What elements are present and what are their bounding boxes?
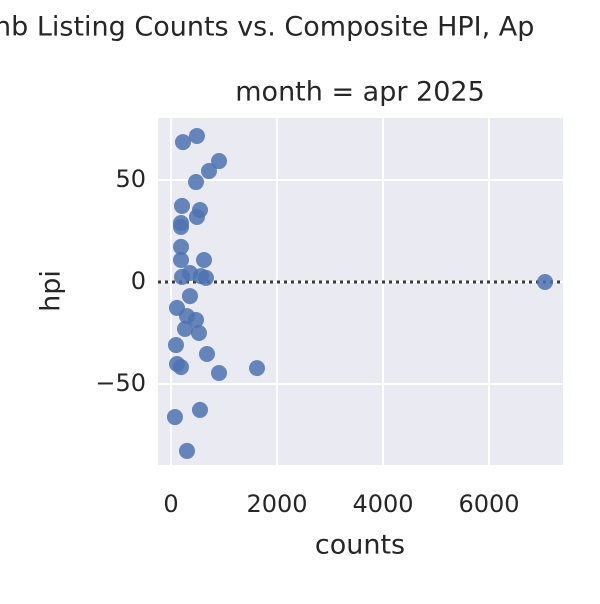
point	[198, 346, 215, 363]
point	[176, 320, 193, 337]
point	[181, 288, 198, 305]
point	[196, 251, 213, 268]
x-tick-label: 0	[163, 490, 178, 518]
x-axis-label: counts	[315, 530, 405, 561]
point	[173, 359, 190, 376]
y-tick-label: −50	[95, 369, 146, 397]
x-tick-label: 2000	[246, 490, 307, 518]
y-tick-label: 0	[131, 267, 146, 295]
chart-title: nb Listing Counts vs. Composite HPI, Ap	[0, 12, 534, 43]
point	[249, 360, 266, 377]
point	[174, 134, 191, 151]
point	[188, 127, 205, 144]
point	[537, 274, 554, 291]
point	[173, 238, 190, 255]
point	[188, 208, 205, 225]
point	[188, 174, 205, 191]
plot-background	[158, 118, 563, 465]
point	[191, 401, 208, 418]
point	[211, 153, 228, 170]
point	[197, 269, 214, 286]
x-tick-label: 4000	[352, 490, 413, 518]
y-axis-label: hpi	[36, 270, 67, 312]
point	[167, 337, 184, 354]
point	[211, 364, 228, 381]
point	[166, 409, 183, 426]
point	[178, 442, 195, 459]
point	[190, 325, 207, 342]
y-tick-label: 50	[115, 165, 146, 193]
point	[174, 197, 191, 214]
x-tick-label: 6000	[458, 490, 519, 518]
point	[173, 218, 190, 235]
point	[173, 251, 190, 268]
point	[200, 163, 217, 180]
point	[188, 311, 205, 328]
facet-title: month = apr 2025	[235, 77, 485, 108]
